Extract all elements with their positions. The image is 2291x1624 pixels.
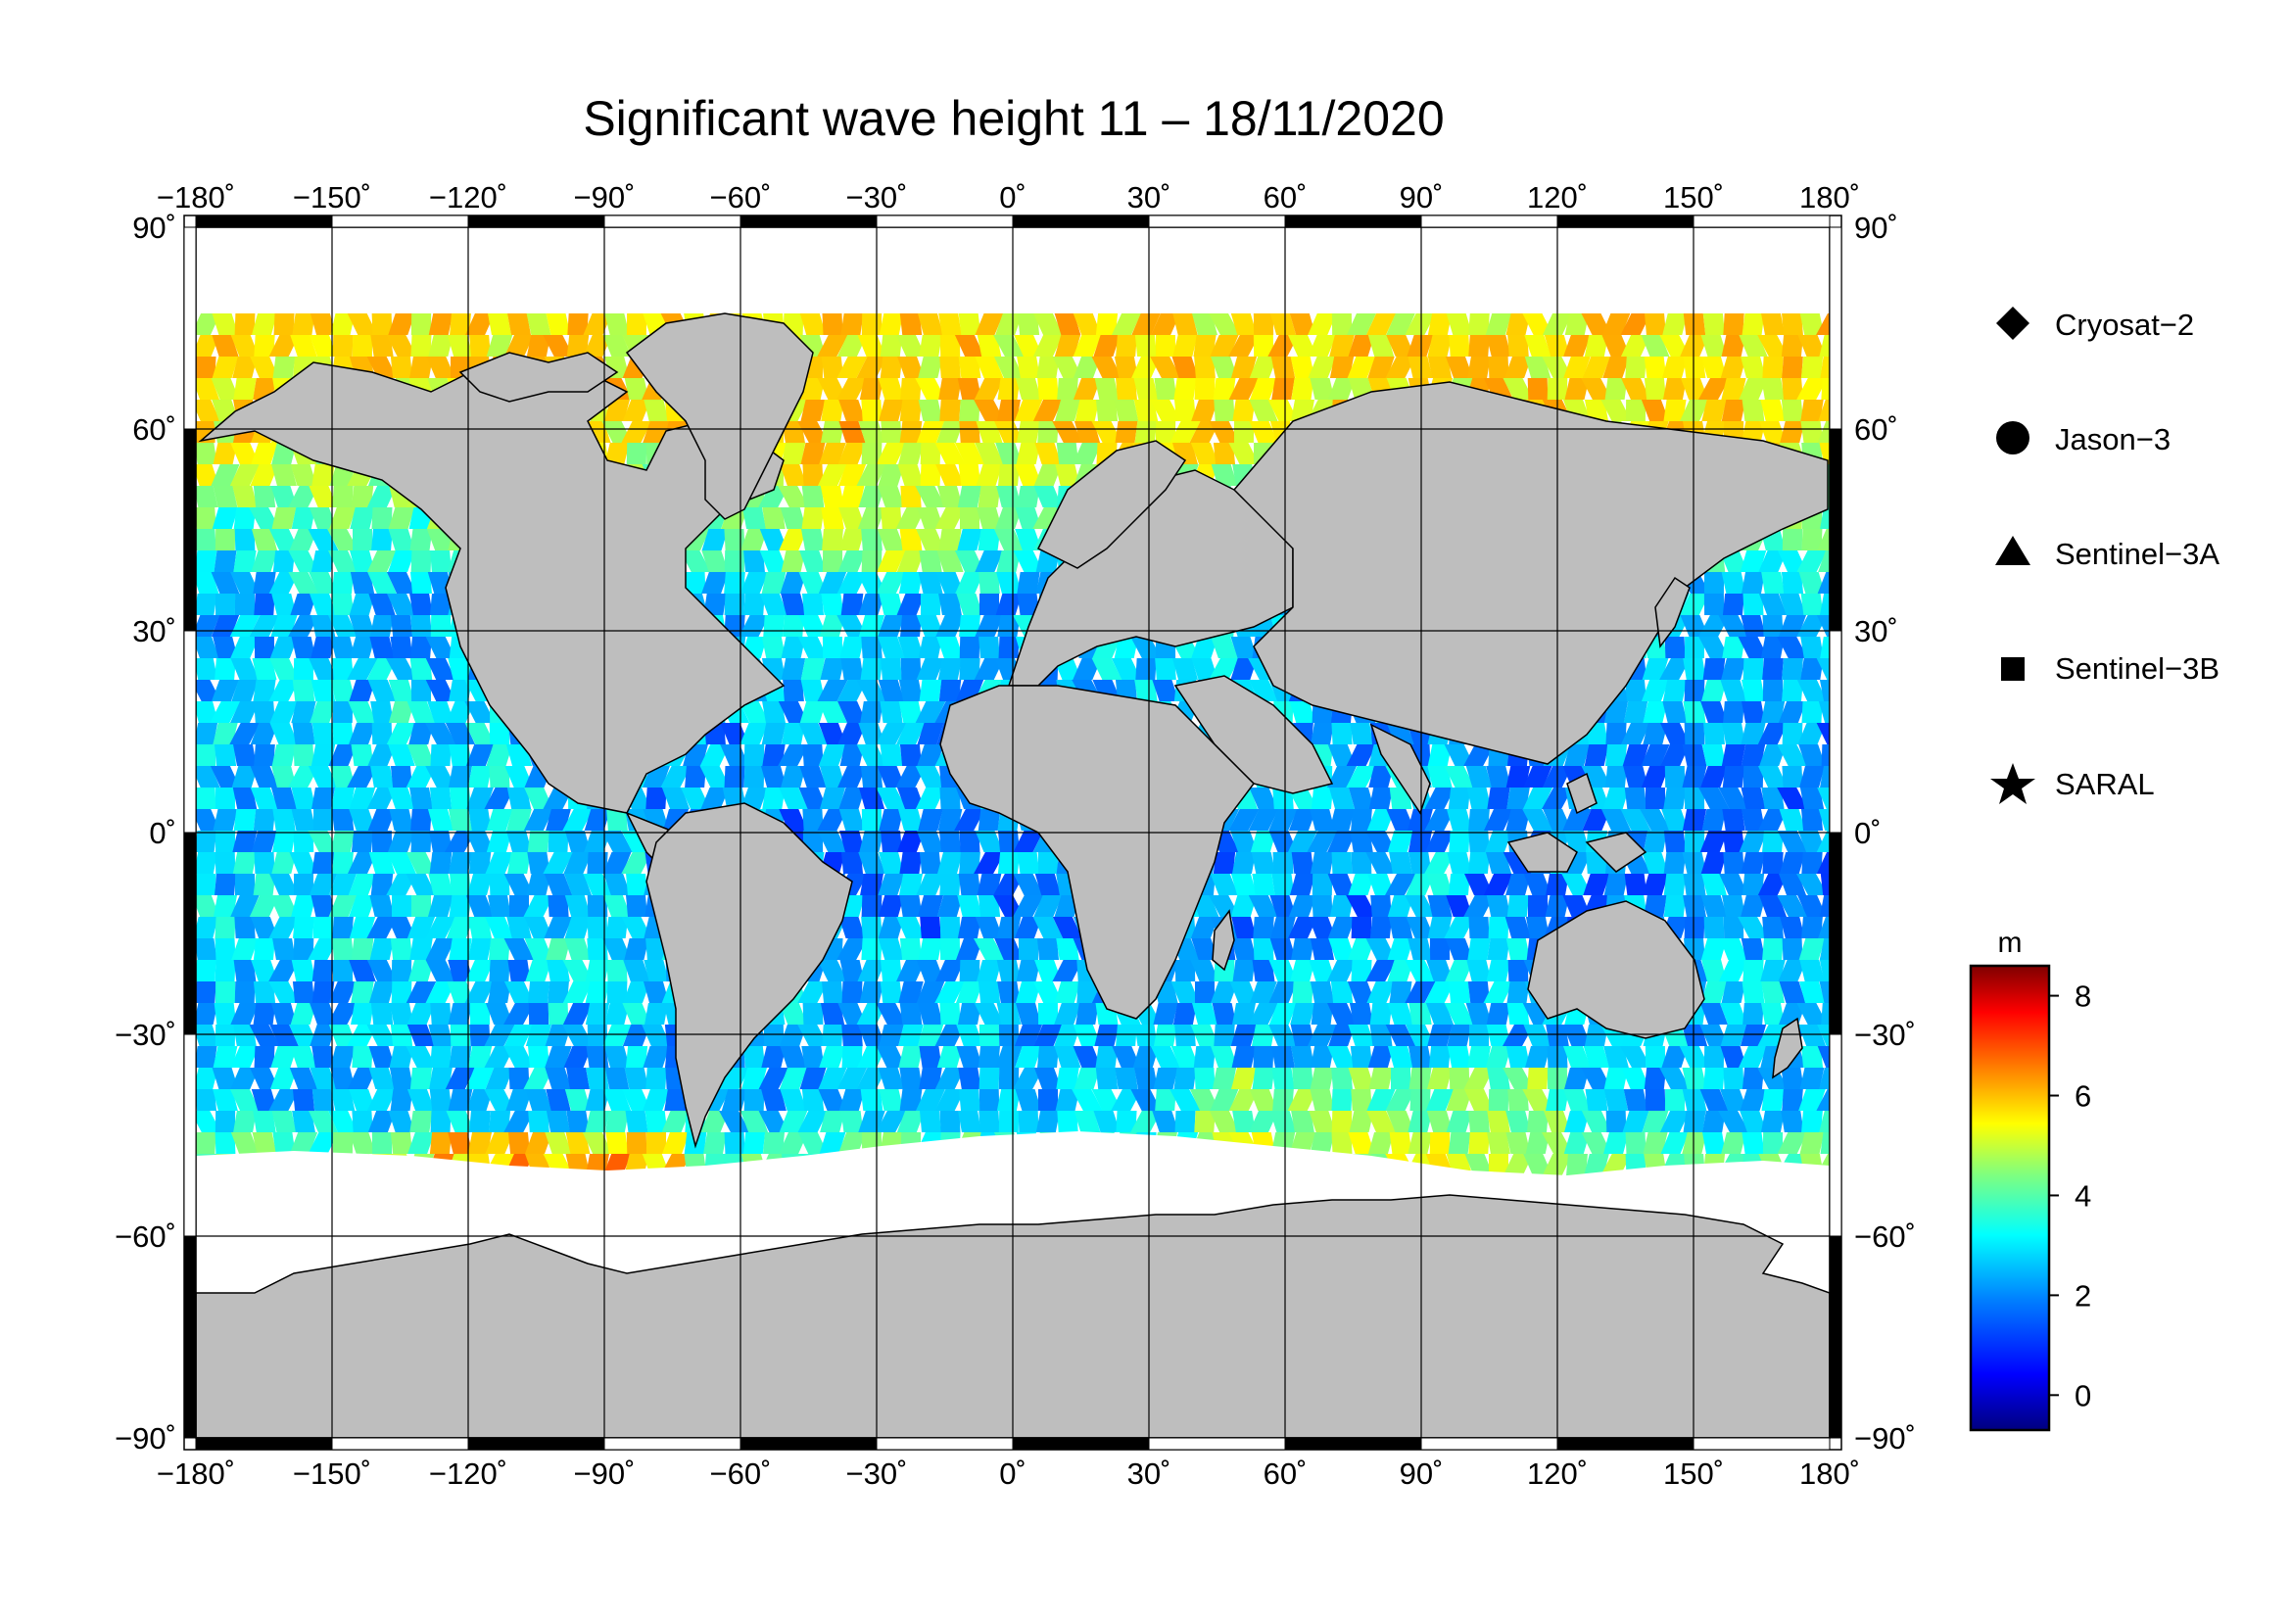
lat-tick-label-right: 0˚ — [1854, 816, 1882, 850]
colorbar-ticks: 0 2 4 6 8 — [2049, 979, 2091, 1412]
lon-tick-label-bottom: −60˚ — [710, 1457, 772, 1491]
lat-tick-label-left: −60˚ — [115, 1219, 176, 1254]
lon-tick-label-bottom: −90˚ — [574, 1457, 636, 1491]
lon-tick-label-bottom: −120˚ — [429, 1457, 507, 1491]
triangle-symbol-icon — [1995, 536, 2030, 565]
new-zealand-land — [1772, 1017, 1803, 1079]
lat-tick-label-right: −30˚ — [1854, 1018, 1916, 1052]
legend-item-jason-3: Jason−3 — [1996, 421, 2171, 456]
lon-tick-label-top: −120˚ — [429, 180, 507, 215]
lat-tick-label-right: −90˚ — [1854, 1421, 1916, 1456]
legend-label: Cryosat−2 — [2055, 308, 2194, 342]
legend-label: Sentinel−3A — [2055, 537, 2219, 571]
madagascar-land — [1212, 909, 1235, 972]
map-frame — [183, 215, 1842, 1451]
lon-tick-label-top: −150˚ — [293, 180, 371, 215]
legend-item-sentinel-3a: Sentinel−3A — [1995, 536, 2219, 571]
legend-label: Jason−3 — [2055, 422, 2171, 456]
colorbar: m 0 2 4 6 8 — [1969, 927, 2091, 1432]
colorbar-tick-label: 8 — [2075, 979, 2091, 1014]
legend-label: Sentinel−3B — [2055, 651, 2219, 686]
lat-tick-label-left: 0˚ — [149, 816, 176, 850]
lon-tick-label-bottom: 180˚ — [1799, 1457, 1860, 1491]
lon-tick-label-top: 60˚ — [1264, 180, 1308, 215]
star-symbol-icon — [1990, 763, 2035, 804]
diamond-symbol-icon — [1996, 307, 2029, 340]
lat-tick-label-right: −60˚ — [1854, 1219, 1916, 1254]
legend-item-cryosat-2: Cryosat−2 — [1996, 307, 2194, 342]
lat-tick-label-left: 60˚ — [132, 412, 176, 447]
lon-tick-label-top: 150˚ — [1663, 180, 1724, 215]
map-panel — [196, 227, 1830, 1438]
map-title: Significant wave height 11 – 18/11/2020 — [583, 91, 1445, 146]
lon-tick-label-top: −60˚ — [710, 180, 772, 215]
lon-tick-label-bottom: 120˚ — [1527, 1457, 1588, 1491]
south-america-land — [645, 802, 853, 1149]
lon-tick-label-top: −30˚ — [846, 180, 908, 215]
lat-tick-label-right: 60˚ — [1854, 412, 1898, 447]
lat-tick-label-left: 30˚ — [132, 614, 176, 648]
southeast-asia-islands-land — [1506, 772, 1647, 873]
colorbar-unit-label: m — [1998, 927, 2023, 959]
japan-land — [1654, 576, 1691, 648]
colorbar-tick-label: 6 — [2075, 1079, 2091, 1114]
legend-item-sentinel-3b: Sentinel−3B — [2001, 651, 2219, 686]
colorbar-tick-label: 0 — [2075, 1378, 2091, 1412]
satellite-legend: Cryosat−2 Jason−3 Sentinel−3A Sentinel−3… — [1990, 307, 2219, 804]
lat-tick-label-right: 30˚ — [1854, 614, 1898, 648]
square-symbol-icon — [2001, 657, 2025, 681]
lon-tick-label-top: −90˚ — [574, 180, 636, 215]
lat-tick-label-left: −90˚ — [115, 1421, 176, 1456]
lon-tick-label-bottom: −150˚ — [293, 1457, 371, 1491]
lon-tick-label-bottom: −30˚ — [846, 1457, 908, 1491]
lon-tick-label-top: 30˚ — [1127, 180, 1171, 215]
map-gridlines — [196, 227, 1830, 1438]
lon-tick-label-bottom: −180˚ — [157, 1457, 235, 1491]
lon-tick-label-top: 0˚ — [999, 180, 1026, 215]
lon-tick-label-bottom: 0˚ — [999, 1457, 1026, 1491]
colorbar-tick-label: 4 — [2075, 1178, 2091, 1213]
colorbar-tick-label: 2 — [2075, 1278, 2091, 1313]
lon-tick-label-top: 120˚ — [1527, 180, 1588, 215]
lat-tick-label-left: −30˚ — [115, 1018, 176, 1052]
colorbar-gradient — [1969, 964, 2051, 1432]
australia-land — [1527, 900, 1705, 1039]
greenland-land — [625, 312, 814, 520]
lon-tick-label-top: 180˚ — [1799, 180, 1860, 215]
lon-tick-label-top: 90˚ — [1400, 180, 1444, 215]
lat-tick-label-left: 90˚ — [132, 211, 176, 245]
map-axis-labels: −180˚ −180˚ −150˚ −150˚ −120˚ −120˚ −90˚ −90˚ −6… — [115, 180, 1916, 1491]
legend-item-saral: SARAL — [1990, 763, 2155, 804]
circle-symbol-icon — [1996, 421, 2029, 454]
lon-tick-label-bottom: 90˚ — [1400, 1457, 1444, 1491]
lon-tick-label-top: −180˚ — [157, 180, 235, 215]
lon-tick-label-bottom: 30˚ — [1127, 1457, 1171, 1491]
lat-tick-label-right: 90˚ — [1854, 211, 1898, 245]
lon-tick-label-bottom: 60˚ — [1264, 1457, 1308, 1491]
legend-label: SARAL — [2055, 767, 2155, 801]
asia-land — [1232, 381, 1829, 765]
arctic-archipelago-land — [458, 352, 619, 403]
lon-tick-label-bottom: 150˚ — [1663, 1457, 1724, 1491]
africa-land — [939, 685, 1255, 1020]
